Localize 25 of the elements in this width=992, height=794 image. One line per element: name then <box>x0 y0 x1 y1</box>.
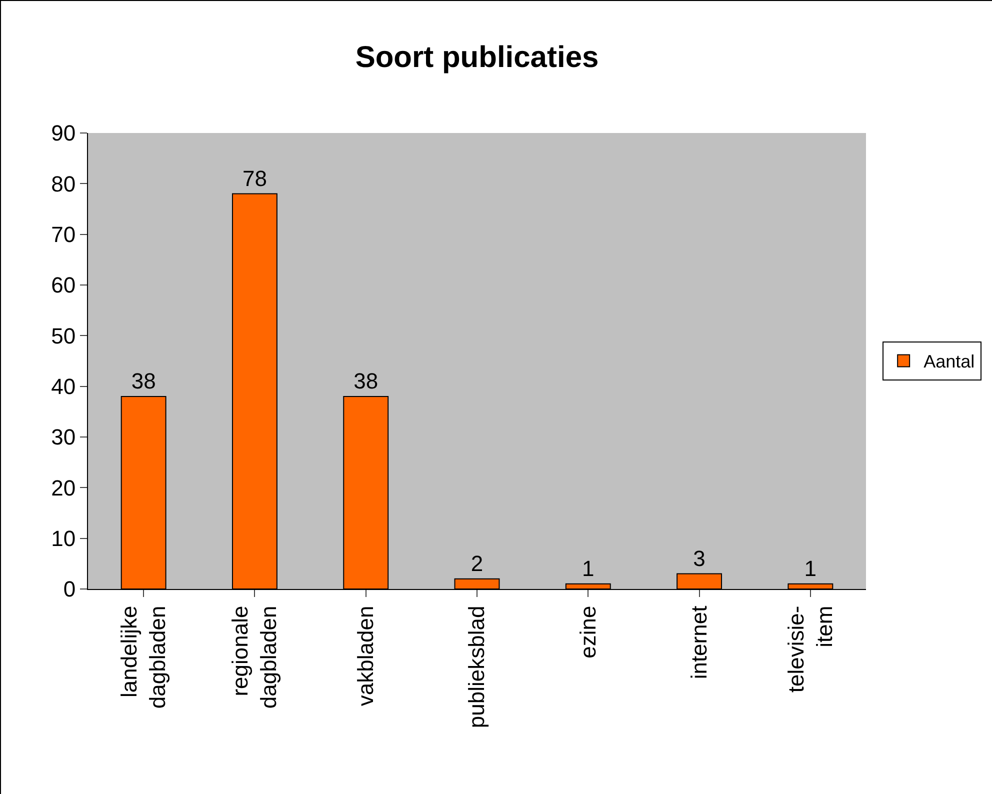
y-tick-label: 40 <box>51 374 76 400</box>
y-tick-label: 70 <box>51 222 76 248</box>
data-label: 1 <box>804 556 817 581</box>
y-tick-label: 20 <box>51 475 76 500</box>
data-label: 2 <box>470 550 484 576</box>
data-label: 38 <box>354 368 378 394</box>
x-tick-label: vakbladen <box>353 606 378 706</box>
y-tick-label: 30 <box>51 424 76 450</box>
y-tick-label: 60 <box>51 272 76 298</box>
data-label: 1 <box>582 556 594 581</box>
data-label: 38 <box>131 368 156 394</box>
legend-label: Aantal <box>924 352 975 372</box>
chart-title: Soort publicaties <box>355 41 599 74</box>
data-label: 78 <box>242 166 267 191</box>
x-tick-label: publieksblad <box>464 606 490 728</box>
x-tick-label: landelijke dagbladen <box>116 606 170 709</box>
y-tick-label: 80 <box>51 171 76 196</box>
y-tick-label: 10 <box>51 526 76 552</box>
y-tick-label: 0 <box>63 576 76 602</box>
x-tick-label: televisie-item <box>783 606 837 693</box>
y-tick-label: 90 <box>51 120 76 146</box>
x-tick-label: ezine <box>575 606 600 658</box>
y-tick-label: 50 <box>51 323 76 348</box>
data-label: 3 <box>693 546 706 571</box>
x-tick-label: internet <box>686 606 712 680</box>
